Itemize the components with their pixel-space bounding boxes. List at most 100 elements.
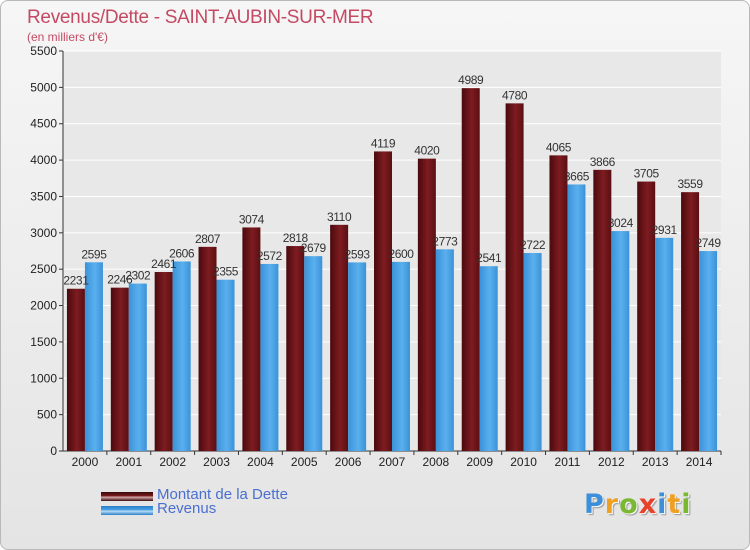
bar-dette (461, 88, 480, 451)
bar-dette (681, 192, 700, 451)
data-label-dette: 3110 (327, 210, 352, 224)
data-label-dette: 2818 (283, 231, 309, 245)
x-tick-label: 2014 (686, 455, 713, 469)
x-tick-label: 2001 (115, 455, 142, 469)
bar-revenus (348, 262, 367, 451)
x-tick-label: 2008 (423, 455, 450, 469)
bar-dette (593, 169, 612, 451)
data-label-dette: 2461 (151, 257, 177, 271)
data-label-dette: 2807 (195, 232, 221, 246)
bar-dette (505, 103, 524, 451)
logo-letter: o (619, 489, 639, 520)
y-tick-label: 1000 (30, 371, 57, 385)
legend-label-dette: Montant de la Dette (157, 486, 288, 503)
x-tick-label: 2011 (555, 455, 581, 469)
bar-dette (286, 246, 305, 451)
bar-revenus (435, 249, 454, 451)
bar-revenus (699, 251, 718, 451)
bar-revenus (523, 253, 542, 451)
y-tick-label: 4000 (30, 153, 57, 167)
bar-revenus (260, 263, 279, 451)
data-label-dette: 4020 (414, 144, 440, 158)
bar-revenus (216, 279, 235, 451)
data-label-revenus: 2600 (388, 247, 414, 261)
data-label-dette: 3559 (678, 177, 704, 191)
bar-dette (637, 181, 656, 451)
y-tick-label: 2500 (30, 262, 57, 276)
bar-revenus (479, 266, 498, 451)
y-tick-label: 3000 (30, 226, 57, 240)
x-tick-label: 2004 (247, 455, 274, 469)
data-label-revenus: 2541 (476, 251, 502, 265)
bar-dette (549, 155, 568, 451)
x-tick-label: 2002 (159, 455, 186, 469)
bar-revenus (304, 256, 323, 451)
x-tick-label: 2010 (510, 455, 537, 469)
data-label-revenus: 2749 (696, 236, 722, 250)
bar-dette (417, 158, 436, 452)
data-label-revenus: 2679 (301, 241, 327, 255)
y-tick-label: 500 (37, 408, 57, 422)
x-tick-label: 2009 (466, 455, 493, 469)
y-tick-label: 5000 (30, 80, 57, 94)
data-label-revenus: 2606 (169, 246, 195, 260)
data-label-dette: 4780 (502, 88, 528, 102)
x-tick-label: 2005 (291, 455, 318, 469)
x-tick-label: 2003 (203, 455, 230, 469)
logo-letter: t (667, 489, 682, 520)
data-label-revenus: 2355 (213, 265, 239, 279)
data-label-dette: 4989 (458, 73, 484, 87)
bar-dette (66, 288, 85, 451)
x-tick-label: 2006 (335, 455, 362, 469)
legend-swatch-dette (101, 492, 153, 501)
bar-revenus (84, 262, 103, 451)
logo-letter: r (604, 489, 620, 520)
y-tick-label: 0 (50, 444, 57, 458)
logo-letter: P (584, 489, 605, 520)
bar-revenus (172, 261, 191, 451)
y-tick-label: 4500 (30, 117, 57, 131)
data-label-dette: 4065 (546, 140, 572, 154)
logo-letter: i (657, 489, 668, 520)
logo-letter: x (638, 489, 658, 520)
bar-revenus (392, 261, 410, 451)
bar-dette (374, 151, 392, 451)
data-label-dette: 2231 (63, 274, 89, 288)
x-tick-label: 2012 (598, 455, 625, 469)
data-label-dette: 4119 (371, 136, 396, 150)
data-label-revenus: 2722 (520, 238, 546, 252)
bar-revenus (567, 184, 586, 452)
data-label-revenus: 3024 (608, 216, 634, 230)
chart-title: Revenus/Dette - SAINT-AUBIN-SUR-MER (27, 7, 374, 28)
bar-revenus (611, 231, 630, 451)
y-tick-label: 5500 (30, 44, 57, 58)
proxiti-logo: Proxiti (584, 489, 692, 520)
data-label-dette: 3866 (590, 155, 616, 169)
data-label-dette: 2246 (107, 273, 133, 287)
bar-dette (110, 287, 129, 451)
data-label-revenus: 2595 (81, 247, 107, 261)
data-label-revenus: 2593 (345, 247, 371, 261)
bar-dette (198, 246, 217, 451)
data-label-dette: 3705 (634, 167, 660, 181)
data-label-revenus: 2302 (125, 269, 151, 283)
data-label-dette: 3074 (239, 212, 265, 226)
chart-subtitle: (en milliers d'€) (27, 30, 108, 44)
data-label-revenus: 3665 (564, 169, 590, 183)
data-label-revenus: 2773 (432, 234, 458, 248)
y-tick-label: 1500 (30, 335, 57, 349)
bar-dette (154, 272, 173, 451)
legend-label-revenus: Revenus (157, 500, 217, 517)
logo-letter: i (681, 489, 692, 520)
y-tick-label: 2000 (30, 299, 57, 313)
data-label-revenus: 2931 (652, 223, 678, 237)
data-label-revenus: 2572 (257, 249, 283, 263)
x-tick-label: 2007 (379, 455, 406, 469)
y-tick-label: 3500 (30, 189, 57, 203)
bar-dette (330, 224, 349, 451)
bar-revenus (655, 237, 674, 451)
x-tick-label: 2000 (72, 455, 99, 469)
bar-dette (242, 227, 261, 451)
